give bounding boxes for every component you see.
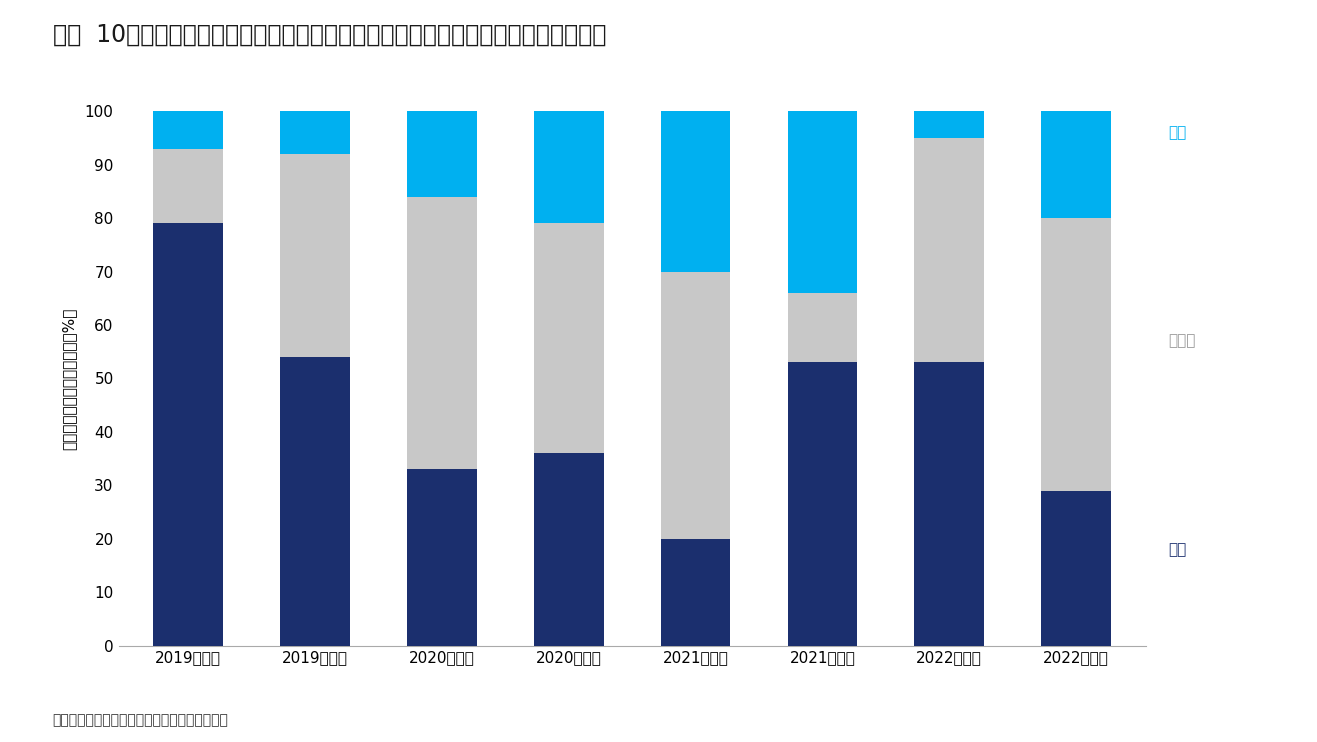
Bar — [153, 148, 223, 223]
Bar — [914, 111, 984, 138]
Bar — [281, 357, 350, 646]
Bar — [1042, 111, 1112, 218]
Bar — [407, 111, 477, 197]
Bar — [661, 272, 731, 539]
Bar — [153, 111, 223, 148]
Bar — [533, 453, 603, 646]
Bar — [281, 111, 350, 154]
Bar — [533, 111, 603, 223]
Bar — [153, 223, 223, 646]
Bar — [281, 154, 350, 357]
Text: 図表  10：オフィス移転件数における拡張・同規模・縮小の比率（丸の内・大手町）: 図表 10：オフィス移転件数における拡張・同規模・縮小の比率（丸の内・大手町） — [53, 22, 606, 46]
Y-axis label: 拡張・同規模・縮小の割合（%）: 拡張・同規模・縮小の割合（%） — [62, 307, 76, 450]
Bar — [1042, 218, 1112, 490]
Bar — [914, 362, 984, 646]
Bar — [661, 539, 731, 646]
Bar — [407, 197, 477, 469]
Bar — [914, 138, 984, 362]
Text: 拡張: 拡張 — [1168, 542, 1187, 557]
Bar — [661, 111, 731, 272]
Bar — [407, 469, 477, 646]
Bar — [1042, 490, 1112, 646]
Bar — [788, 111, 857, 293]
Text: 縮小: 縮小 — [1168, 125, 1187, 140]
Bar — [788, 293, 857, 362]
Bar — [533, 223, 603, 453]
Bar — [788, 362, 857, 646]
Text: （出所）三幸エステート・ニッセイ基礎研究所: （出所）三幸エステート・ニッセイ基礎研究所 — [53, 713, 229, 727]
Text: 同規模: 同規模 — [1168, 333, 1196, 349]
